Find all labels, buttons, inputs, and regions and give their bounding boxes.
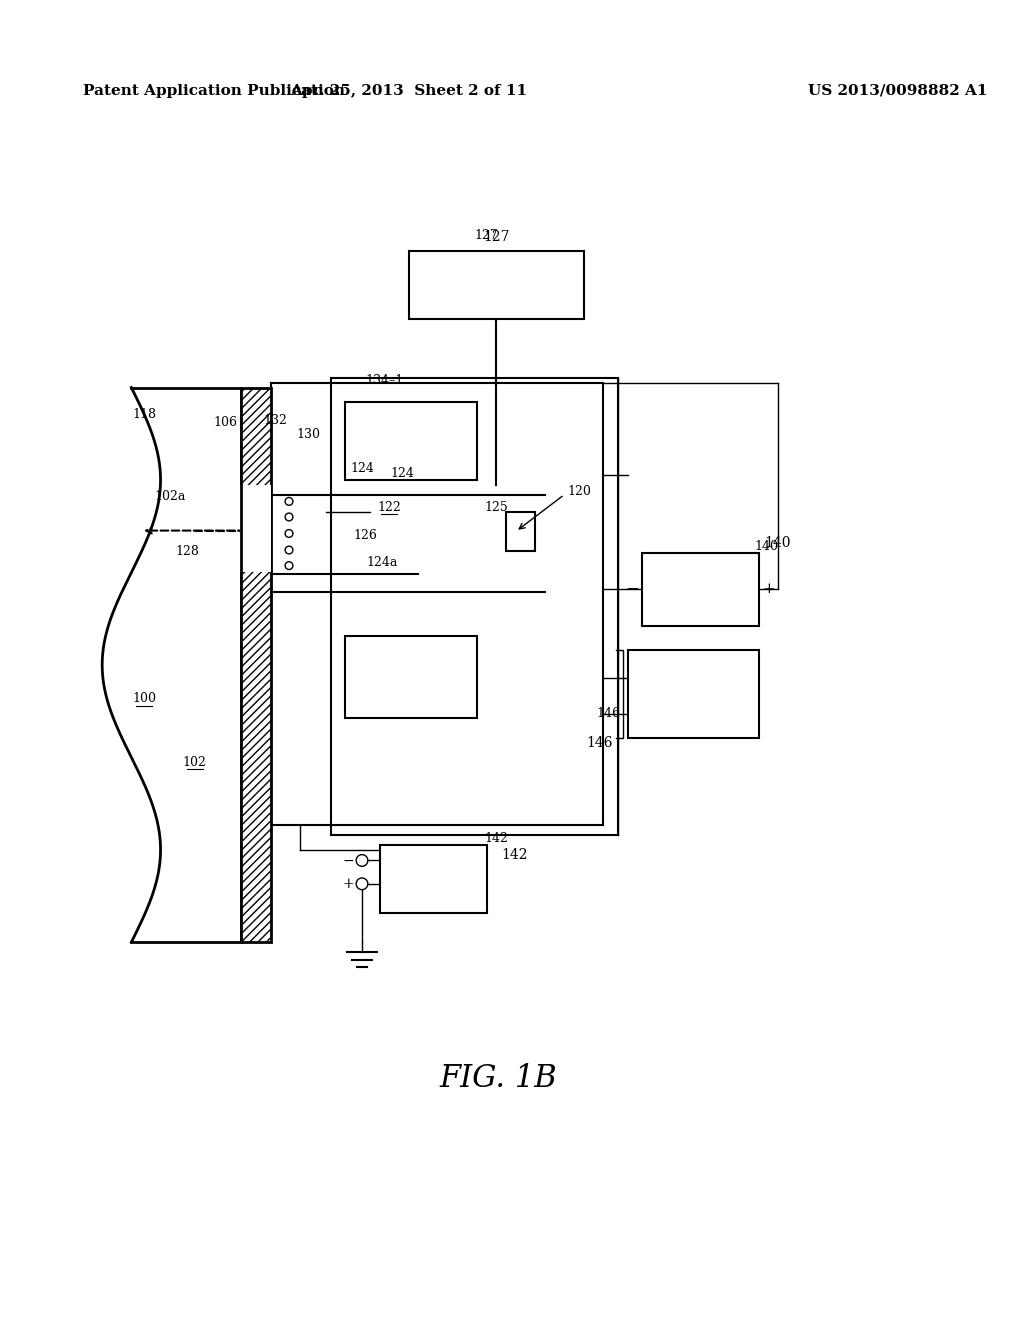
Text: 102a: 102a — [155, 490, 186, 503]
Text: V
Source: V Source — [676, 574, 725, 605]
Text: 118: 118 — [132, 408, 156, 421]
Bar — [409, 251, 584, 319]
Bar — [345, 403, 477, 480]
Text: 146: 146 — [596, 708, 621, 719]
Text: −: − — [626, 581, 639, 598]
Text: 124a: 124a — [367, 556, 398, 569]
Text: Apr. 25, 2013  Sheet 2 of 11: Apr. 25, 2013 Sheet 2 of 11 — [290, 83, 527, 98]
Text: +: + — [762, 582, 775, 597]
Bar — [242, 388, 270, 942]
Text: Coil
Current
Supply: Coil Current Supply — [666, 671, 721, 717]
Text: US 2013/0098882 A1: US 2013/0098882 A1 — [808, 83, 987, 98]
Text: 142: 142 — [501, 847, 527, 862]
Text: 120: 120 — [567, 486, 591, 498]
Text: Patent Application Publication: Patent Application Publication — [83, 83, 345, 98]
Bar — [628, 651, 759, 738]
Text: 122: 122 — [378, 500, 401, 513]
Text: 127: 127 — [483, 230, 510, 244]
Bar — [380, 845, 486, 913]
Text: 126: 126 — [353, 529, 377, 543]
Text: 132: 132 — [263, 414, 288, 428]
Text: −: − — [343, 854, 354, 867]
Bar — [642, 553, 759, 626]
Text: 128: 128 — [176, 545, 200, 557]
Text: +: + — [343, 876, 354, 891]
Text: 146: 146 — [587, 735, 613, 750]
Text: 127: 127 — [475, 230, 499, 243]
Text: 124: 124 — [390, 467, 414, 479]
Bar — [506, 512, 536, 550]
Bar — [345, 636, 477, 718]
Text: 100: 100 — [132, 693, 156, 705]
Text: E-Beam Source
Gas Supply: E-Beam Source Gas Supply — [441, 265, 551, 296]
Text: 125: 125 — [484, 500, 508, 513]
Text: 140: 140 — [764, 536, 791, 550]
Text: V
Accel: V Accel — [414, 863, 453, 894]
Text: 124: 124 — [350, 462, 374, 475]
Text: 134–1: 134–1 — [366, 375, 403, 387]
Text: 142: 142 — [484, 832, 508, 845]
Text: 130: 130 — [297, 428, 321, 441]
Text: 106: 106 — [214, 416, 238, 429]
Bar — [241, 484, 271, 573]
Text: 102: 102 — [182, 755, 207, 768]
Text: FIG. 1B: FIG. 1B — [439, 1063, 557, 1094]
Text: 140: 140 — [755, 540, 779, 553]
